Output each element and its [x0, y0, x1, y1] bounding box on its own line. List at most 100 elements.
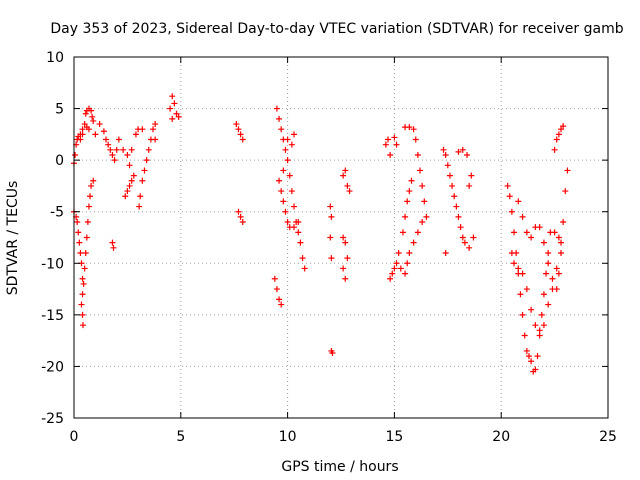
- data-point-marker: [76, 239, 83, 246]
- data-point-marker: [100, 128, 107, 135]
- data-point-marker: [404, 198, 411, 205]
- data-point-marker: [173, 110, 180, 117]
- data-point-marker: [237, 213, 244, 220]
- data-point-marker: [84, 219, 91, 226]
- data-point-marker: [291, 224, 298, 231]
- data-point-marker: [558, 249, 565, 256]
- data-point-marker: [560, 123, 567, 130]
- data-point-marker: [519, 311, 526, 318]
- y-tick-label: 0: [55, 153, 64, 169]
- data-point-marker: [414, 151, 421, 158]
- data-point-marker: [124, 151, 131, 158]
- data-point-marker: [113, 146, 120, 153]
- data-point-marker: [344, 182, 351, 189]
- data-point-marker: [79, 131, 86, 138]
- data-point-marker: [387, 275, 394, 282]
- data-point-marker: [171, 100, 178, 107]
- data-point-marker: [455, 148, 462, 155]
- data-point-marker: [342, 167, 349, 174]
- data-point-marker: [80, 280, 87, 287]
- y-tick-label: -5: [50, 205, 64, 221]
- data-point-marker: [397, 265, 404, 272]
- data-point-marker: [393, 260, 400, 267]
- data-point-marker: [143, 157, 150, 164]
- data-point-marker: [555, 234, 562, 241]
- grid-lines: [74, 57, 608, 418]
- data-point-marker: [233, 121, 240, 128]
- x-axis-label: GPS time / hours: [281, 459, 398, 475]
- data-point-marker: [278, 126, 285, 133]
- data-point-marker: [468, 172, 475, 179]
- data-point-marker: [532, 366, 539, 373]
- data-point-marker: [82, 249, 89, 256]
- data-point-marker: [346, 188, 353, 195]
- data-point-marker: [536, 327, 543, 334]
- data-point-marker: [120, 146, 127, 153]
- data-point-marker: [128, 177, 135, 184]
- data-point-marker: [282, 146, 289, 153]
- data-point-marker: [126, 182, 133, 189]
- data-point-marker: [442, 249, 449, 256]
- data-point-marker: [508, 208, 515, 215]
- data-point-marker: [235, 126, 242, 133]
- data-point-marker: [545, 301, 552, 308]
- data-point-marker: [457, 224, 464, 231]
- data-point-marker: [328, 255, 335, 262]
- data-point-marker: [558, 126, 565, 133]
- data-point-marker: [451, 193, 458, 200]
- data-point-marker: [128, 146, 135, 153]
- data-point-marker: [410, 239, 417, 246]
- data-point-marker: [553, 136, 560, 143]
- data-point-marker: [406, 124, 413, 131]
- data-point-marker: [528, 306, 535, 313]
- data-point-marker: [286, 172, 293, 179]
- data-point-marker: [299, 255, 306, 262]
- data-point-marker: [540, 239, 547, 246]
- data-point-marker: [536, 224, 543, 231]
- data-point-marker: [77, 136, 84, 143]
- x-tick-label: 20: [492, 429, 510, 445]
- axis-ticks: 0 5 10 15 20 25 -25 -20 -15 -10 -5 0 5 10: [41, 50, 617, 445]
- data-point-marker: [79, 291, 86, 298]
- data-point-marker: [455, 213, 462, 220]
- data-point-marker: [288, 188, 295, 195]
- data-point-marker: [90, 117, 97, 124]
- data-point-marker: [152, 136, 159, 143]
- data-point-marker: [423, 213, 430, 220]
- data-point-marker: [282, 208, 289, 215]
- data-point-marker: [523, 229, 530, 236]
- data-point-marker: [85, 203, 92, 210]
- data-point-marker: [89, 113, 96, 120]
- data-point-marker: [327, 234, 334, 241]
- x-tick-label: 10: [279, 429, 297, 445]
- data-point-marker: [404, 260, 411, 267]
- data-point-marker: [517, 291, 524, 298]
- data-point-marker: [449, 182, 456, 189]
- data-point-marker: [382, 141, 389, 148]
- data-point-marker: [77, 249, 84, 256]
- data-point-marker: [519, 213, 526, 220]
- data-point-marker: [508, 249, 515, 256]
- data-point-marker: [417, 167, 424, 174]
- data-point-marker: [79, 322, 86, 329]
- data-point-marker: [442, 151, 449, 158]
- data-point-marker: [81, 265, 88, 272]
- data-point-marker: [126, 162, 133, 169]
- data-point-marker: [111, 157, 118, 164]
- data-point-marker: [79, 275, 86, 282]
- data-point-marker: [169, 93, 176, 100]
- data-point-marker: [406, 188, 413, 195]
- data-point-marker: [139, 177, 146, 184]
- data-point-marker: [389, 270, 396, 277]
- data-point-marker: [79, 311, 86, 318]
- data-point-marker: [109, 239, 116, 246]
- data-point-marker: [103, 136, 110, 143]
- data-point-marker: [528, 234, 535, 241]
- data-point-marker: [109, 151, 116, 158]
- data-point-marker: [74, 219, 81, 226]
- data-point-marker: [406, 249, 413, 256]
- data-point-marker: [459, 146, 466, 153]
- data-point-marker: [284, 157, 291, 164]
- data-point-marker: [284, 219, 291, 226]
